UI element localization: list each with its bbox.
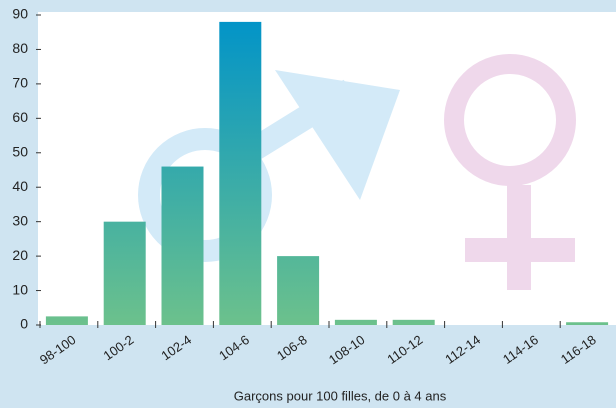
bar <box>334 319 377 325</box>
y-tick-label: 0 <box>20 316 28 332</box>
y-tick-label: 80 <box>12 40 28 56</box>
bar <box>219 21 262 326</box>
y-tick-label: 20 <box>12 247 28 263</box>
y-tick-label: 40 <box>12 178 28 194</box>
bar <box>103 221 146 325</box>
bar <box>277 256 320 325</box>
bar <box>45 316 88 325</box>
bar <box>161 166 204 325</box>
x-axis-label: Garçons pour 100 filles, de 0 à 4 ans <box>234 388 447 403</box>
bar <box>566 322 609 325</box>
y-tick-label: 30 <box>12 212 28 228</box>
y-tick-label: 70 <box>12 75 28 91</box>
bar <box>392 319 435 325</box>
y-tick-label: 50 <box>12 143 28 159</box>
female-symbol <box>444 54 576 290</box>
y-tick-label: 60 <box>12 109 28 125</box>
y-tick-label: 10 <box>12 281 28 297</box>
y-tick-label: 90 <box>12 6 28 22</box>
